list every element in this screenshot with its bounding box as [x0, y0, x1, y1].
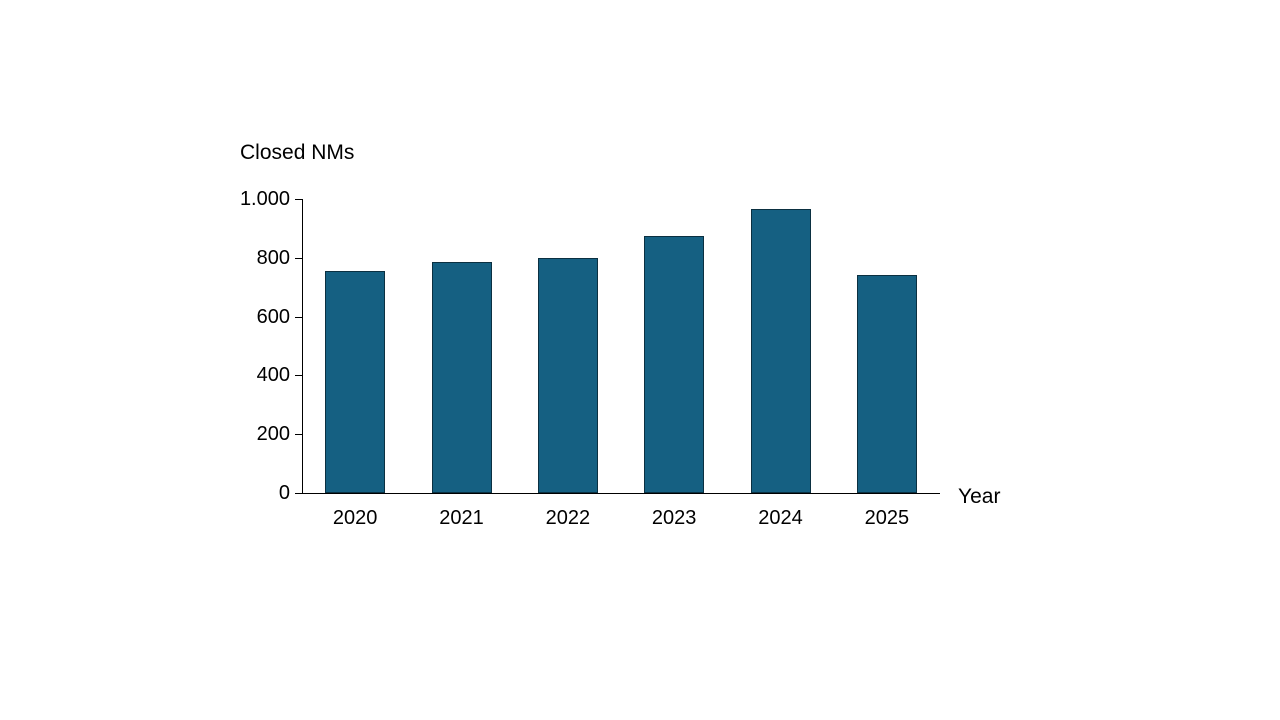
- x-axis-title: Year: [958, 485, 1001, 508]
- x-axis-line: [302, 493, 940, 494]
- y-tick-label-0: 0: [278, 482, 290, 504]
- bar-2020: [325, 271, 386, 493]
- y-axis-line: [302, 199, 303, 494]
- x-tick-label-2025: 2025: [864, 507, 910, 529]
- bar-2023: [644, 235, 705, 493]
- y-tick-label-600: 600: [256, 305, 290, 328]
- y-axis-tick: [295, 375, 302, 377]
- y-axis-tick: [295, 493, 302, 494]
- bar-2021: [431, 262, 492, 493]
- y-axis-tick: [295, 257, 302, 259]
- y-tick-label-800: 800: [256, 246, 290, 269]
- y-axis-tick: [295, 199, 302, 200]
- bar-2022: [537, 257, 598, 493]
- chart-title: Closed NMs: [240, 141, 355, 164]
- x-tick-label-2021: 2021: [439, 507, 484, 529]
- y-tick-label-400: 400: [256, 364, 290, 387]
- bar-2024: [750, 209, 811, 493]
- x-tick-label-2020: 2020: [332, 507, 378, 529]
- x-tick-label-2022: 2022: [545, 507, 591, 529]
- x-tick-label-2024: 2024: [758, 507, 803, 529]
- bar-2025: [856, 275, 917, 493]
- y-axis-tick: [295, 434, 302, 436]
- y-tick-label-200: 200: [256, 423, 290, 446]
- y-tick-label-1000: 1.000: [239, 188, 290, 210]
- y-axis-tick: [295, 316, 302, 318]
- x-tick-label-2023: 2023: [651, 507, 697, 529]
